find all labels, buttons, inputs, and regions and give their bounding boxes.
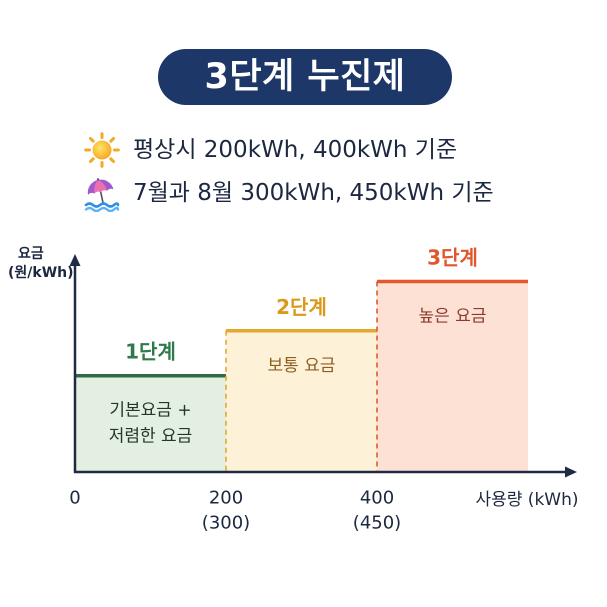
page-title: 3단계 누진제: [204, 56, 406, 97]
x-axis-title: 사용량 (kWh): [475, 490, 578, 510]
y-axis-unit: (원/kWh): [8, 265, 74, 281]
tier-2-label: 2단계: [276, 295, 327, 319]
tier-3-label: 3단계: [427, 246, 478, 270]
tier-3-area: [377, 281, 528, 472]
tier-1-description: 저렴한 요금: [109, 427, 193, 447]
tier-3-description: 높은 요금: [419, 307, 487, 327]
sun-icon: [84, 131, 120, 169]
tier-1-area: [75, 375, 226, 472]
x-tick-label: 0: [69, 488, 80, 509]
tier-1-label: 1단계: [125, 340, 176, 364]
x-tick-summer-label: (450): [353, 513, 401, 534]
tier-2-description: 보통 요금: [268, 356, 336, 376]
beach-umbrella-icon: [84, 174, 120, 212]
y-axis-title: 요금: [18, 246, 44, 262]
x-axis-arrow: [565, 466, 577, 478]
y-axis-arrow: [69, 254, 81, 266]
tier-1-description: 기본요금 +: [109, 401, 191, 421]
legend-text-normal: 평상시 200kWh, 400kWh 기준: [133, 136, 458, 163]
legend-item-normal: 평상시 200kWh, 400kWh 기준: [84, 131, 457, 169]
legend-text-summer: 7월과 8월 300kWh, 450kWh 기준: [133, 179, 494, 206]
x-tick-summer-label: (300): [202, 513, 250, 534]
title-banner: 3단계 누진제: [158, 49, 452, 105]
x-tick-label: 400: [360, 488, 394, 509]
x-tick-label: 200: [209, 488, 243, 509]
axes: [69, 254, 577, 478]
tier-2-area: [226, 330, 377, 472]
x-axis-ticks: 0 200 (300) 400 (450): [69, 488, 401, 534]
legend-item-summer: 7월과 8월 300kWh, 450kWh 기준: [84, 174, 494, 212]
